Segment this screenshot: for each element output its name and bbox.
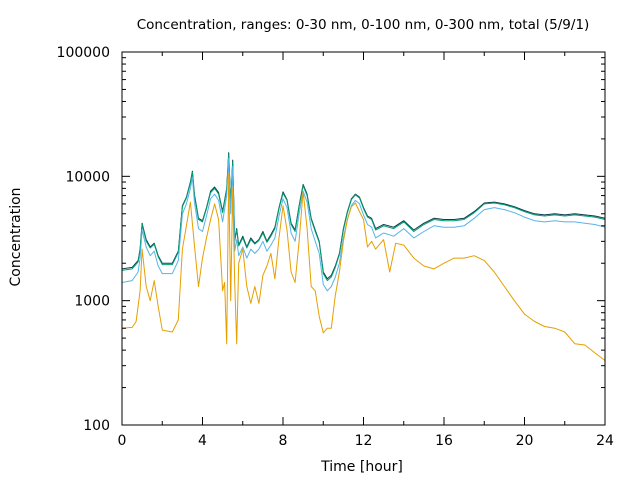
y-tick-label: 1000 xyxy=(74,294,110,310)
x-tick-label: 24 xyxy=(596,433,614,449)
series-layer xyxy=(121,152,606,361)
x-tick-label: 4 xyxy=(198,433,207,449)
plot-frame xyxy=(121,51,606,426)
y-axis-label: Concentration xyxy=(8,187,24,286)
x-tick-label: 12 xyxy=(355,433,373,449)
x-axis-label: Time [hour] xyxy=(320,459,403,475)
y-tick-label: 100000 xyxy=(57,45,110,61)
series-line-4 xyxy=(121,173,606,361)
series-line-3 xyxy=(121,157,606,292)
y-tick-label: 100 xyxy=(83,418,110,434)
x-tick-label: 0 xyxy=(118,433,127,449)
tick-layer: 0 4 8 12 16 20 24 100 1000 10000 100000 xyxy=(57,45,614,449)
y-tick-label: 10000 xyxy=(65,169,110,185)
x-tick-label: 16 xyxy=(435,433,453,449)
x-tick-label: 8 xyxy=(279,433,288,449)
series-line-2 xyxy=(121,153,606,282)
x-tick-label: 20 xyxy=(516,433,534,449)
chart-title: Concentration, ranges: 0-30 nm, 0-100 nm… xyxy=(137,17,590,33)
